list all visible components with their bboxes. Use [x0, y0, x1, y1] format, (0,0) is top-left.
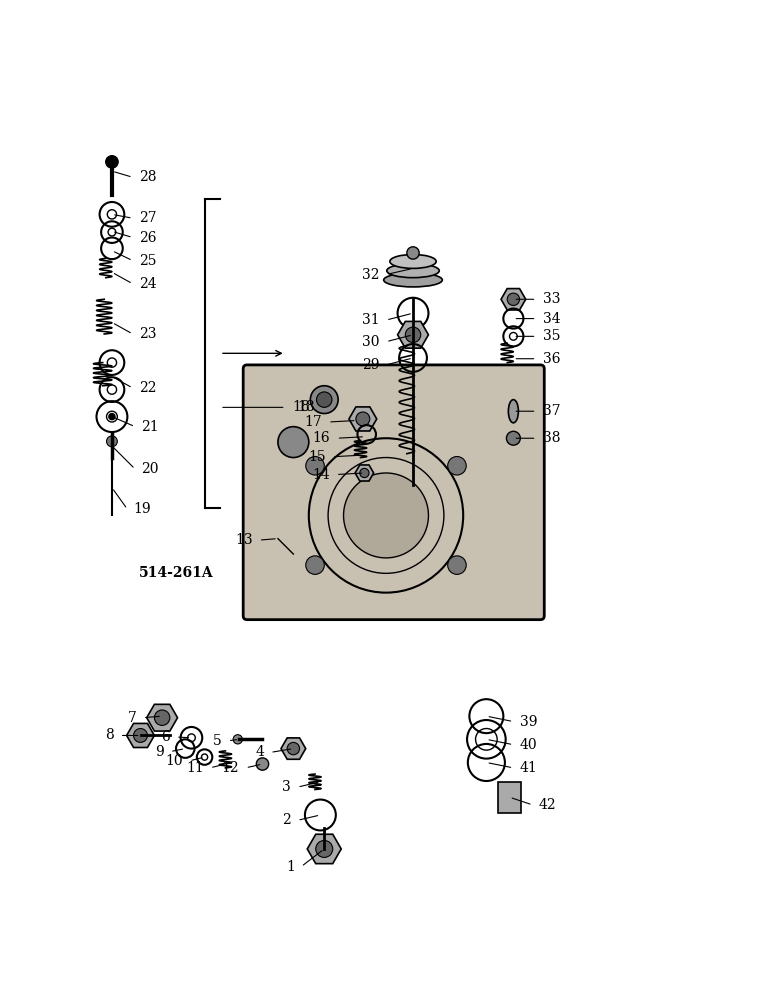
Circle shape	[134, 729, 147, 742]
Text: 30: 30	[362, 335, 380, 349]
Text: 21: 21	[141, 420, 159, 434]
Circle shape	[256, 758, 269, 770]
Text: 29: 29	[362, 358, 380, 372]
Circle shape	[316, 840, 333, 857]
Text: 26: 26	[139, 231, 157, 245]
Text: 27: 27	[139, 211, 157, 225]
Circle shape	[360, 468, 369, 478]
Text: 2: 2	[283, 813, 291, 827]
Circle shape	[448, 556, 466, 574]
Text: 9: 9	[155, 745, 164, 759]
Text: 13: 13	[235, 533, 252, 547]
Text: 15: 15	[308, 450, 326, 464]
Text: 6: 6	[161, 730, 170, 744]
Text: 8: 8	[105, 728, 113, 742]
Polygon shape	[307, 834, 341, 864]
Text: 11: 11	[186, 761, 204, 775]
Text: 10: 10	[165, 754, 183, 768]
Text: 24: 24	[139, 277, 157, 291]
Circle shape	[278, 427, 309, 458]
Circle shape	[506, 431, 520, 445]
Text: 16: 16	[313, 431, 330, 445]
Text: 17: 17	[304, 415, 322, 429]
Circle shape	[407, 247, 419, 259]
Polygon shape	[349, 407, 377, 431]
Text: 20: 20	[141, 462, 159, 476]
Ellipse shape	[390, 255, 436, 268]
Circle shape	[233, 735, 242, 744]
Text: 25: 25	[139, 254, 157, 268]
Polygon shape	[355, 465, 374, 481]
Bar	[498, 782, 521, 813]
Polygon shape	[398, 321, 428, 348]
Ellipse shape	[384, 273, 442, 287]
Text: 514-261A: 514-261A	[139, 566, 214, 580]
Polygon shape	[501, 289, 526, 310]
Text: 32: 32	[362, 268, 380, 282]
Text: 28: 28	[139, 170, 157, 184]
Circle shape	[287, 742, 300, 755]
Text: 19: 19	[134, 502, 151, 516]
Circle shape	[306, 556, 324, 574]
Text: 14: 14	[312, 468, 330, 482]
Circle shape	[356, 412, 370, 426]
Text: 40: 40	[520, 738, 537, 752]
Circle shape	[405, 327, 421, 343]
Circle shape	[507, 293, 520, 305]
Circle shape	[154, 710, 170, 725]
Text: 39: 39	[520, 715, 537, 729]
Text: 18: 18	[297, 400, 315, 414]
Circle shape	[107, 436, 117, 447]
Circle shape	[448, 457, 466, 475]
Circle shape	[317, 392, 332, 407]
Polygon shape	[127, 723, 154, 747]
Circle shape	[109, 414, 115, 420]
Text: 31: 31	[362, 313, 380, 327]
Text: 33: 33	[543, 292, 560, 306]
Polygon shape	[147, 704, 178, 731]
Text: 7: 7	[128, 711, 137, 725]
FancyBboxPatch shape	[243, 365, 544, 620]
Text: 42: 42	[539, 798, 557, 812]
Text: 23: 23	[139, 327, 157, 341]
Text: 3: 3	[283, 780, 291, 794]
Text: 18: 18	[292, 400, 310, 414]
Circle shape	[310, 386, 338, 414]
Ellipse shape	[509, 400, 519, 423]
Text: 5: 5	[213, 734, 222, 748]
Circle shape	[306, 457, 324, 475]
Text: 1: 1	[286, 860, 295, 874]
Text: 34: 34	[543, 312, 560, 326]
Text: 22: 22	[139, 381, 157, 395]
Text: 41: 41	[520, 761, 537, 775]
Text: 38: 38	[543, 431, 560, 445]
Circle shape	[106, 156, 118, 168]
Circle shape	[344, 473, 428, 558]
Text: 4: 4	[256, 745, 264, 759]
Text: 37: 37	[543, 404, 560, 418]
Ellipse shape	[387, 264, 439, 278]
Text: 35: 35	[543, 329, 560, 343]
Text: 36: 36	[543, 352, 560, 366]
Text: 12: 12	[222, 761, 239, 775]
Polygon shape	[281, 738, 306, 759]
